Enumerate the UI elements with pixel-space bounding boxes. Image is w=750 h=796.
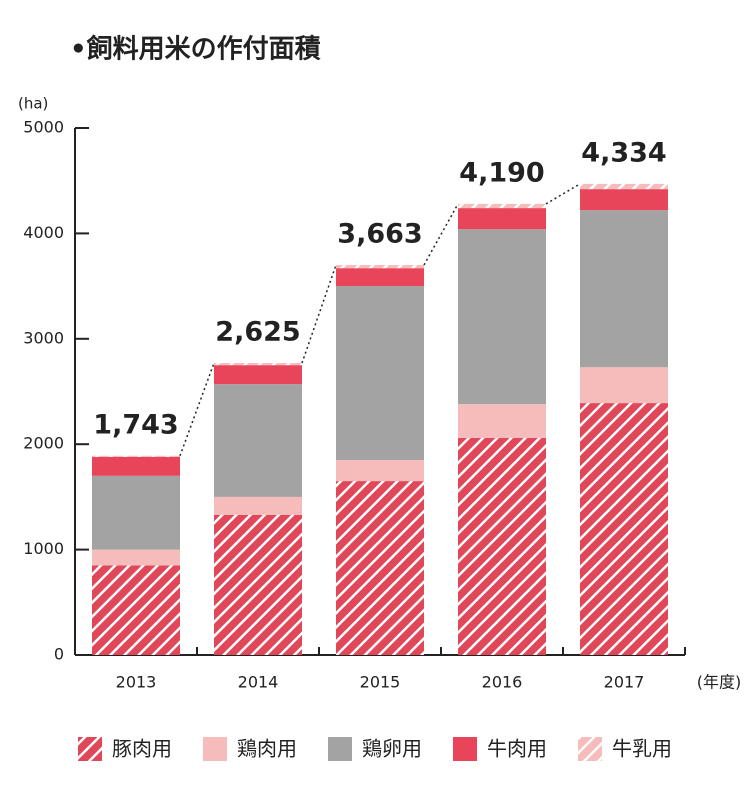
- connector: [301, 264, 337, 364]
- bar-segment: [336, 286, 424, 461]
- x-tick-label: 2016: [482, 673, 523, 692]
- legend-swatch: [453, 737, 477, 761]
- chart-title: •飼料用米の作付面積: [70, 34, 321, 65]
- total-label: 2,625: [215, 317, 300, 348]
- bar-segment: [580, 210, 668, 368]
- bar-segment: [336, 481, 424, 655]
- legend-label: 鶏肉用: [237, 737, 297, 761]
- x-tick-label: 2017: [604, 673, 645, 692]
- bar-segment: [580, 183, 668, 190]
- connector: [423, 203, 459, 266]
- bar-segment: [458, 208, 546, 230]
- bar-segment: [92, 475, 180, 550]
- total-label: 4,190: [459, 157, 544, 188]
- bar-segment: [580, 189, 668, 211]
- bar-segment: [336, 460, 424, 482]
- legend-swatch: [78, 737, 102, 761]
- bar-segment: [336, 265, 424, 269]
- total-label: 4,334: [581, 137, 666, 168]
- y-unit: (ha): [18, 95, 48, 113]
- bar-segment: [214, 363, 302, 366]
- total-label: 3,663: [337, 219, 422, 250]
- bar-segment: [214, 365, 302, 385]
- bar-segment: [336, 268, 424, 287]
- bar-segment: [214, 496, 302, 515]
- bar-segment: [580, 403, 668, 655]
- connector: [545, 183, 581, 205]
- bar-segment: [458, 404, 546, 438]
- legend-label: 豚肉用: [112, 737, 172, 761]
- bar-segment: [214, 514, 302, 655]
- bar-segment: [92, 455, 180, 457]
- legend-label: 鶏卵用: [362, 737, 422, 761]
- bar-segment: [92, 549, 180, 566]
- legend-label: 牛乳用: [612, 737, 672, 761]
- bar-segment: [458, 229, 546, 405]
- y-tick-label: 2000: [23, 434, 64, 453]
- bar-segment: [92, 456, 180, 476]
- x-tick-label: 2013: [116, 673, 157, 692]
- x-tick-label: 2015: [360, 673, 401, 692]
- x-unit: (年度): [697, 673, 742, 692]
- bar-segment: [92, 565, 180, 655]
- bar-segment: [580, 367, 668, 404]
- y-tick-label: 0: [54, 645, 64, 664]
- bar-segment: [214, 384, 302, 497]
- legend-swatch: [203, 737, 227, 761]
- connector: [179, 362, 215, 457]
- bar-segment: [458, 203, 546, 209]
- legend-label: 牛肉用: [487, 737, 547, 761]
- legend-swatch: [578, 737, 602, 761]
- y-tick-label: 1000: [23, 539, 64, 558]
- total-label: 1,743: [93, 409, 178, 440]
- bar-segment: [458, 437, 546, 655]
- y-tick-label: 5000: [23, 118, 64, 137]
- legend-swatch: [328, 737, 352, 761]
- x-tick-label: 2014: [238, 673, 279, 692]
- y-tick-label: 3000: [23, 328, 64, 347]
- y-tick-label: 4000: [23, 223, 64, 242]
